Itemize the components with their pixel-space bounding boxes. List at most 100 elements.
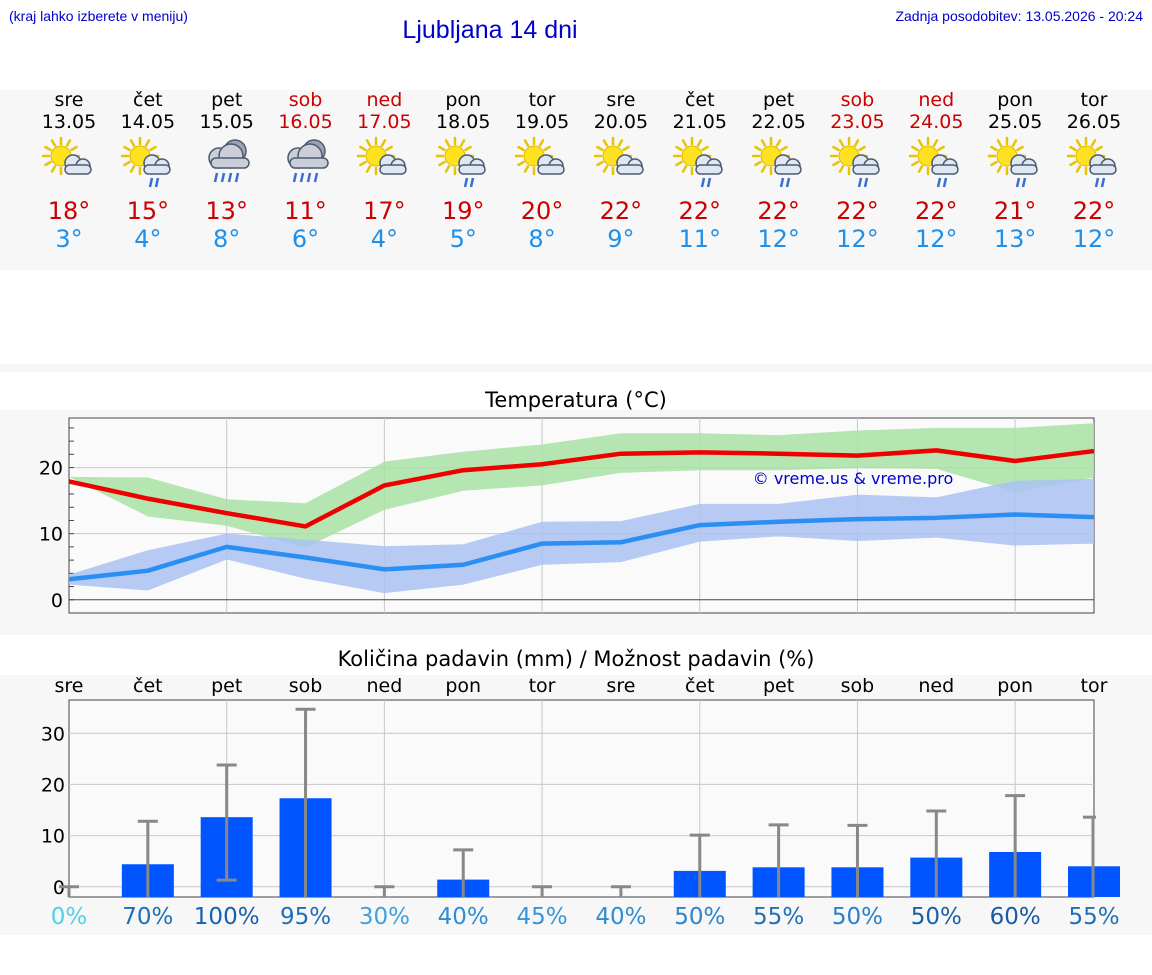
sun-ray (832, 145, 841, 152)
sun-ray (832, 160, 841, 167)
forecast-max-temp: 22° (836, 197, 879, 225)
precipitation-tick-label: 30 (41, 723, 65, 745)
max-temperature-line (68, 448, 1095, 529)
cloud-base (458, 164, 486, 175)
cloud-shape (143, 154, 171, 188)
forecast-min-temp: 6° (291, 225, 320, 253)
cloud-base (1010, 164, 1038, 175)
forecast-date: 21.05 (672, 111, 727, 133)
sun-ray (464, 145, 473, 152)
forecast-day-name: sre (54, 89, 84, 111)
forecast-date: 15.05 (199, 111, 254, 133)
precipitation-chance: 60% (989, 904, 1041, 930)
forecast-max-temp: 11° (284, 197, 327, 225)
precipitation-chance: 70% (122, 904, 174, 930)
forecast-date: 24.05 (909, 111, 964, 133)
sun-ray (602, 139, 609, 147)
forecast-date: 17.05 (357, 111, 412, 133)
sun-ray (65, 139, 72, 147)
forecast-max-temp: 13° (205, 197, 248, 225)
precipitation-day-label: pet (763, 675, 795, 697)
rain-drop (313, 172, 318, 183)
forecast-min-temp: 4° (370, 225, 399, 253)
sun-ray (753, 160, 762, 167)
precipitation-day-label: sob (840, 675, 875, 697)
sun-ray (760, 139, 766, 147)
sun-ray (1075, 165, 1082, 173)
forecast-min-temp: 8° (528, 225, 556, 253)
cloud-base (1089, 164, 1117, 175)
precipitation-chance: 40% (437, 904, 489, 930)
sun-cloud-icon (41, 136, 92, 176)
forecast-min-temp: 9° (607, 225, 635, 253)
sun-ray (517, 160, 525, 167)
rain-drop (234, 172, 239, 183)
sun-ray (753, 145, 762, 152)
cloud-heavy-rain-icon (207, 139, 250, 183)
rain-drop (299, 172, 304, 183)
forecast-max-temp: 15° (126, 197, 170, 225)
cloud-shape (1089, 154, 1117, 188)
precipitation-chance: 100% (193, 904, 260, 930)
sun-ray (674, 145, 683, 152)
sun-ray (50, 165, 57, 173)
rain-drop (864, 177, 869, 188)
forecast-day-name: čet (684, 89, 715, 111)
forecast-day-name: pon (997, 89, 1033, 111)
cloud-shape (852, 154, 881, 188)
sun-ray (700, 145, 709, 152)
cloud-shape (931, 154, 960, 188)
sun-ray (543, 145, 551, 152)
sun-ray (596, 145, 604, 152)
cloud-shape (616, 154, 644, 175)
precipitation-day-label: pon (997, 675, 1033, 697)
cloud-base (773, 164, 802, 175)
rain-drop (937, 177, 942, 188)
forecast-min-temp: 11° (678, 225, 722, 253)
forecast-day-name: sob (840, 89, 875, 111)
temperature-chart-title: Temperatura (°C) (485, 388, 667, 412)
forecast-max-temp: 22° (599, 197, 643, 225)
precipitation-chance: 55% (753, 904, 805, 930)
precipitation-tick-label: 10 (41, 826, 65, 848)
temperature-chart: 0 10 20 © vreme.us & vreme.pro (39, 417, 1095, 614)
precipitation-chart-title: Količina padavin (mm) / Možnost padavin … (337, 647, 815, 671)
sun-cloud-icon (593, 136, 644, 176)
sun-ray (144, 139, 151, 147)
sun-ray (1069, 145, 1077, 152)
sun-ray (1069, 160, 1077, 167)
location-hint: (kraj lahko izberete v meniju) (9, 8, 188, 24)
sun-ray (438, 145, 447, 152)
rain-drop (943, 177, 948, 188)
precipitation-day-label: sre (606, 675, 636, 697)
sun-cloud-icon (514, 136, 565, 176)
sun-shape (830, 136, 869, 176)
sun-ray (602, 165, 609, 173)
forecast-max-temp: 22° (678, 197, 722, 225)
sun-ray (779, 145, 788, 152)
cloud-base (288, 157, 329, 169)
rain-drop (1021, 177, 1027, 188)
rain-drop (700, 177, 705, 188)
sun-ray (444, 139, 451, 147)
cloud-shape (773, 154, 802, 188)
rain-drop (858, 177, 863, 188)
forecast-day-name: sob (288, 89, 323, 111)
cloud-shape (64, 154, 92, 175)
forecast-date: 23.05 (830, 111, 885, 133)
sun-ray (523, 165, 530, 173)
precipitation-day-label: pon (445, 675, 482, 697)
forecast-date: 16.05 (278, 111, 333, 133)
cloud-base (852, 164, 881, 175)
sun-ray (381, 139, 387, 147)
forecast-max-temp: 19° (441, 197, 485, 225)
forecast-date: 25.05 (987, 111, 1043, 133)
rain-drop (463, 177, 469, 188)
rain-drop (213, 172, 218, 183)
precipitation-chance: 0% (50, 904, 88, 930)
sun-cloud-rain-icon (672, 136, 723, 188)
sun-ray (1016, 145, 1024, 152)
sun-ray (996, 165, 1003, 173)
forecast-max-temp: 22° (757, 197, 800, 225)
sun-ray (674, 160, 683, 167)
